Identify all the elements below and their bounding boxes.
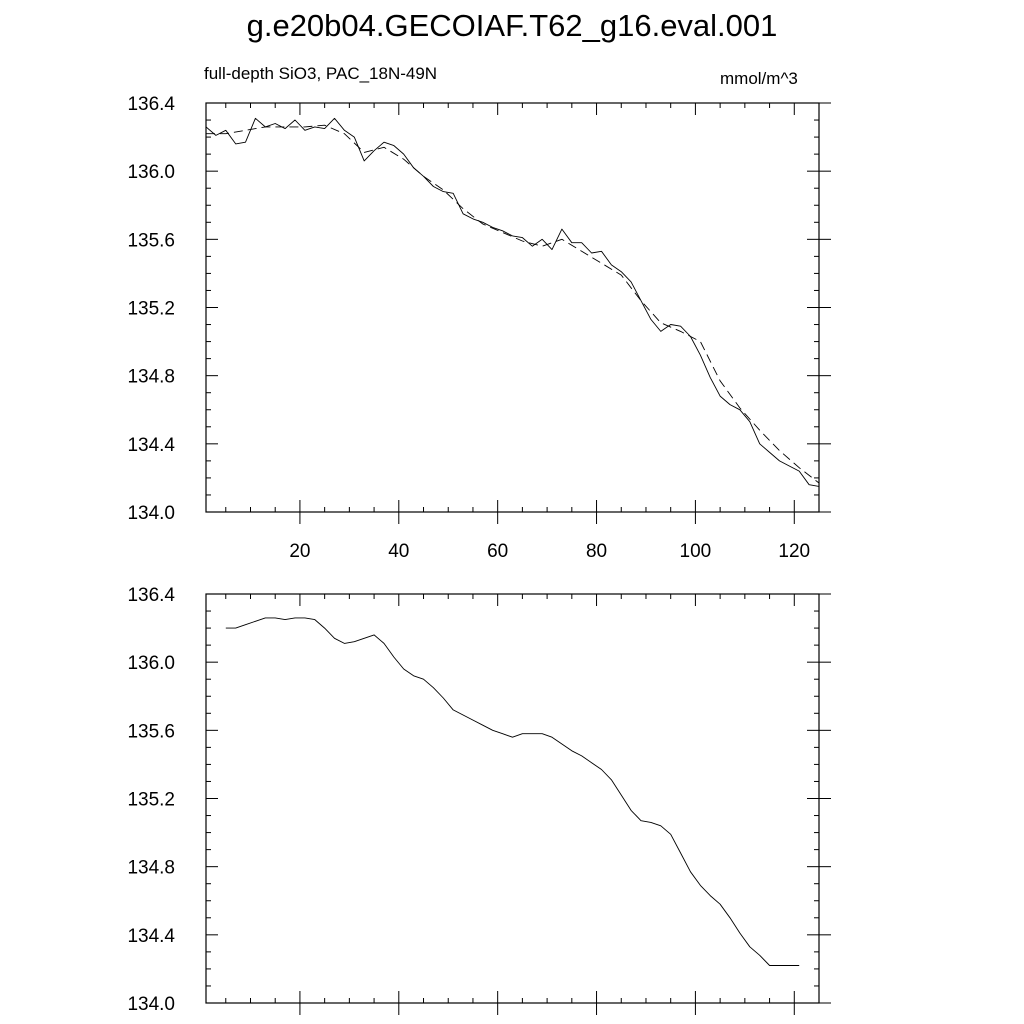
plot1-series-solid-line	[205, 117, 820, 487]
plot2-y-tick-label: 135.2	[127, 790, 175, 811]
plot1-y-tick-label: 136.0	[127, 162, 175, 183]
plot2-y-tick-label: 135.6	[127, 721, 175, 742]
plot2-y-tick-label: 136.4	[127, 585, 175, 606]
plot1-y-tick-label: 134.4	[127, 435, 175, 456]
plot2-y-tick-label: 134.8	[127, 858, 175, 879]
plot1-y-tick-label: 135.6	[127, 230, 175, 251]
units-subtitle: mmol/m^3	[720, 69, 798, 88]
plot1-x-tick-label: 80	[586, 541, 607, 562]
plot1-x-tick-label: 40	[388, 541, 409, 562]
chart-title: g.e20b04.GECOIAF.T62_g16.eval.001	[246, 8, 778, 43]
variable-subtitle: full-depth SiO3, PAC_18N-49N	[204, 64, 438, 83]
plot2-y-tick-label: 134.0	[127, 994, 175, 1015]
plot1-y-tick-label: 136.4	[127, 94, 175, 115]
plot2-frame	[205, 593, 820, 1004]
plot1-x-tick-label: 20	[289, 541, 310, 562]
plot1-x-tick-label: 100	[680, 541, 712, 562]
plot2-y-tick-label: 134.4	[127, 926, 175, 947]
plot1-frame	[205, 102, 820, 513]
plot1-y-tick-label: 134.0	[127, 503, 175, 524]
plot1-series-dashed-line	[206, 124, 820, 484]
plot1-y-tick-label: 135.2	[127, 299, 175, 320]
plot1-x-tick-label: 60	[487, 541, 508, 562]
plot2-series-solid-line	[225, 617, 800, 966]
plot1-y-tick-label: 134.8	[127, 367, 175, 388]
plot2-y-tick-label: 136.0	[127, 653, 175, 674]
plot1-x-tick-label: 120	[778, 541, 810, 562]
